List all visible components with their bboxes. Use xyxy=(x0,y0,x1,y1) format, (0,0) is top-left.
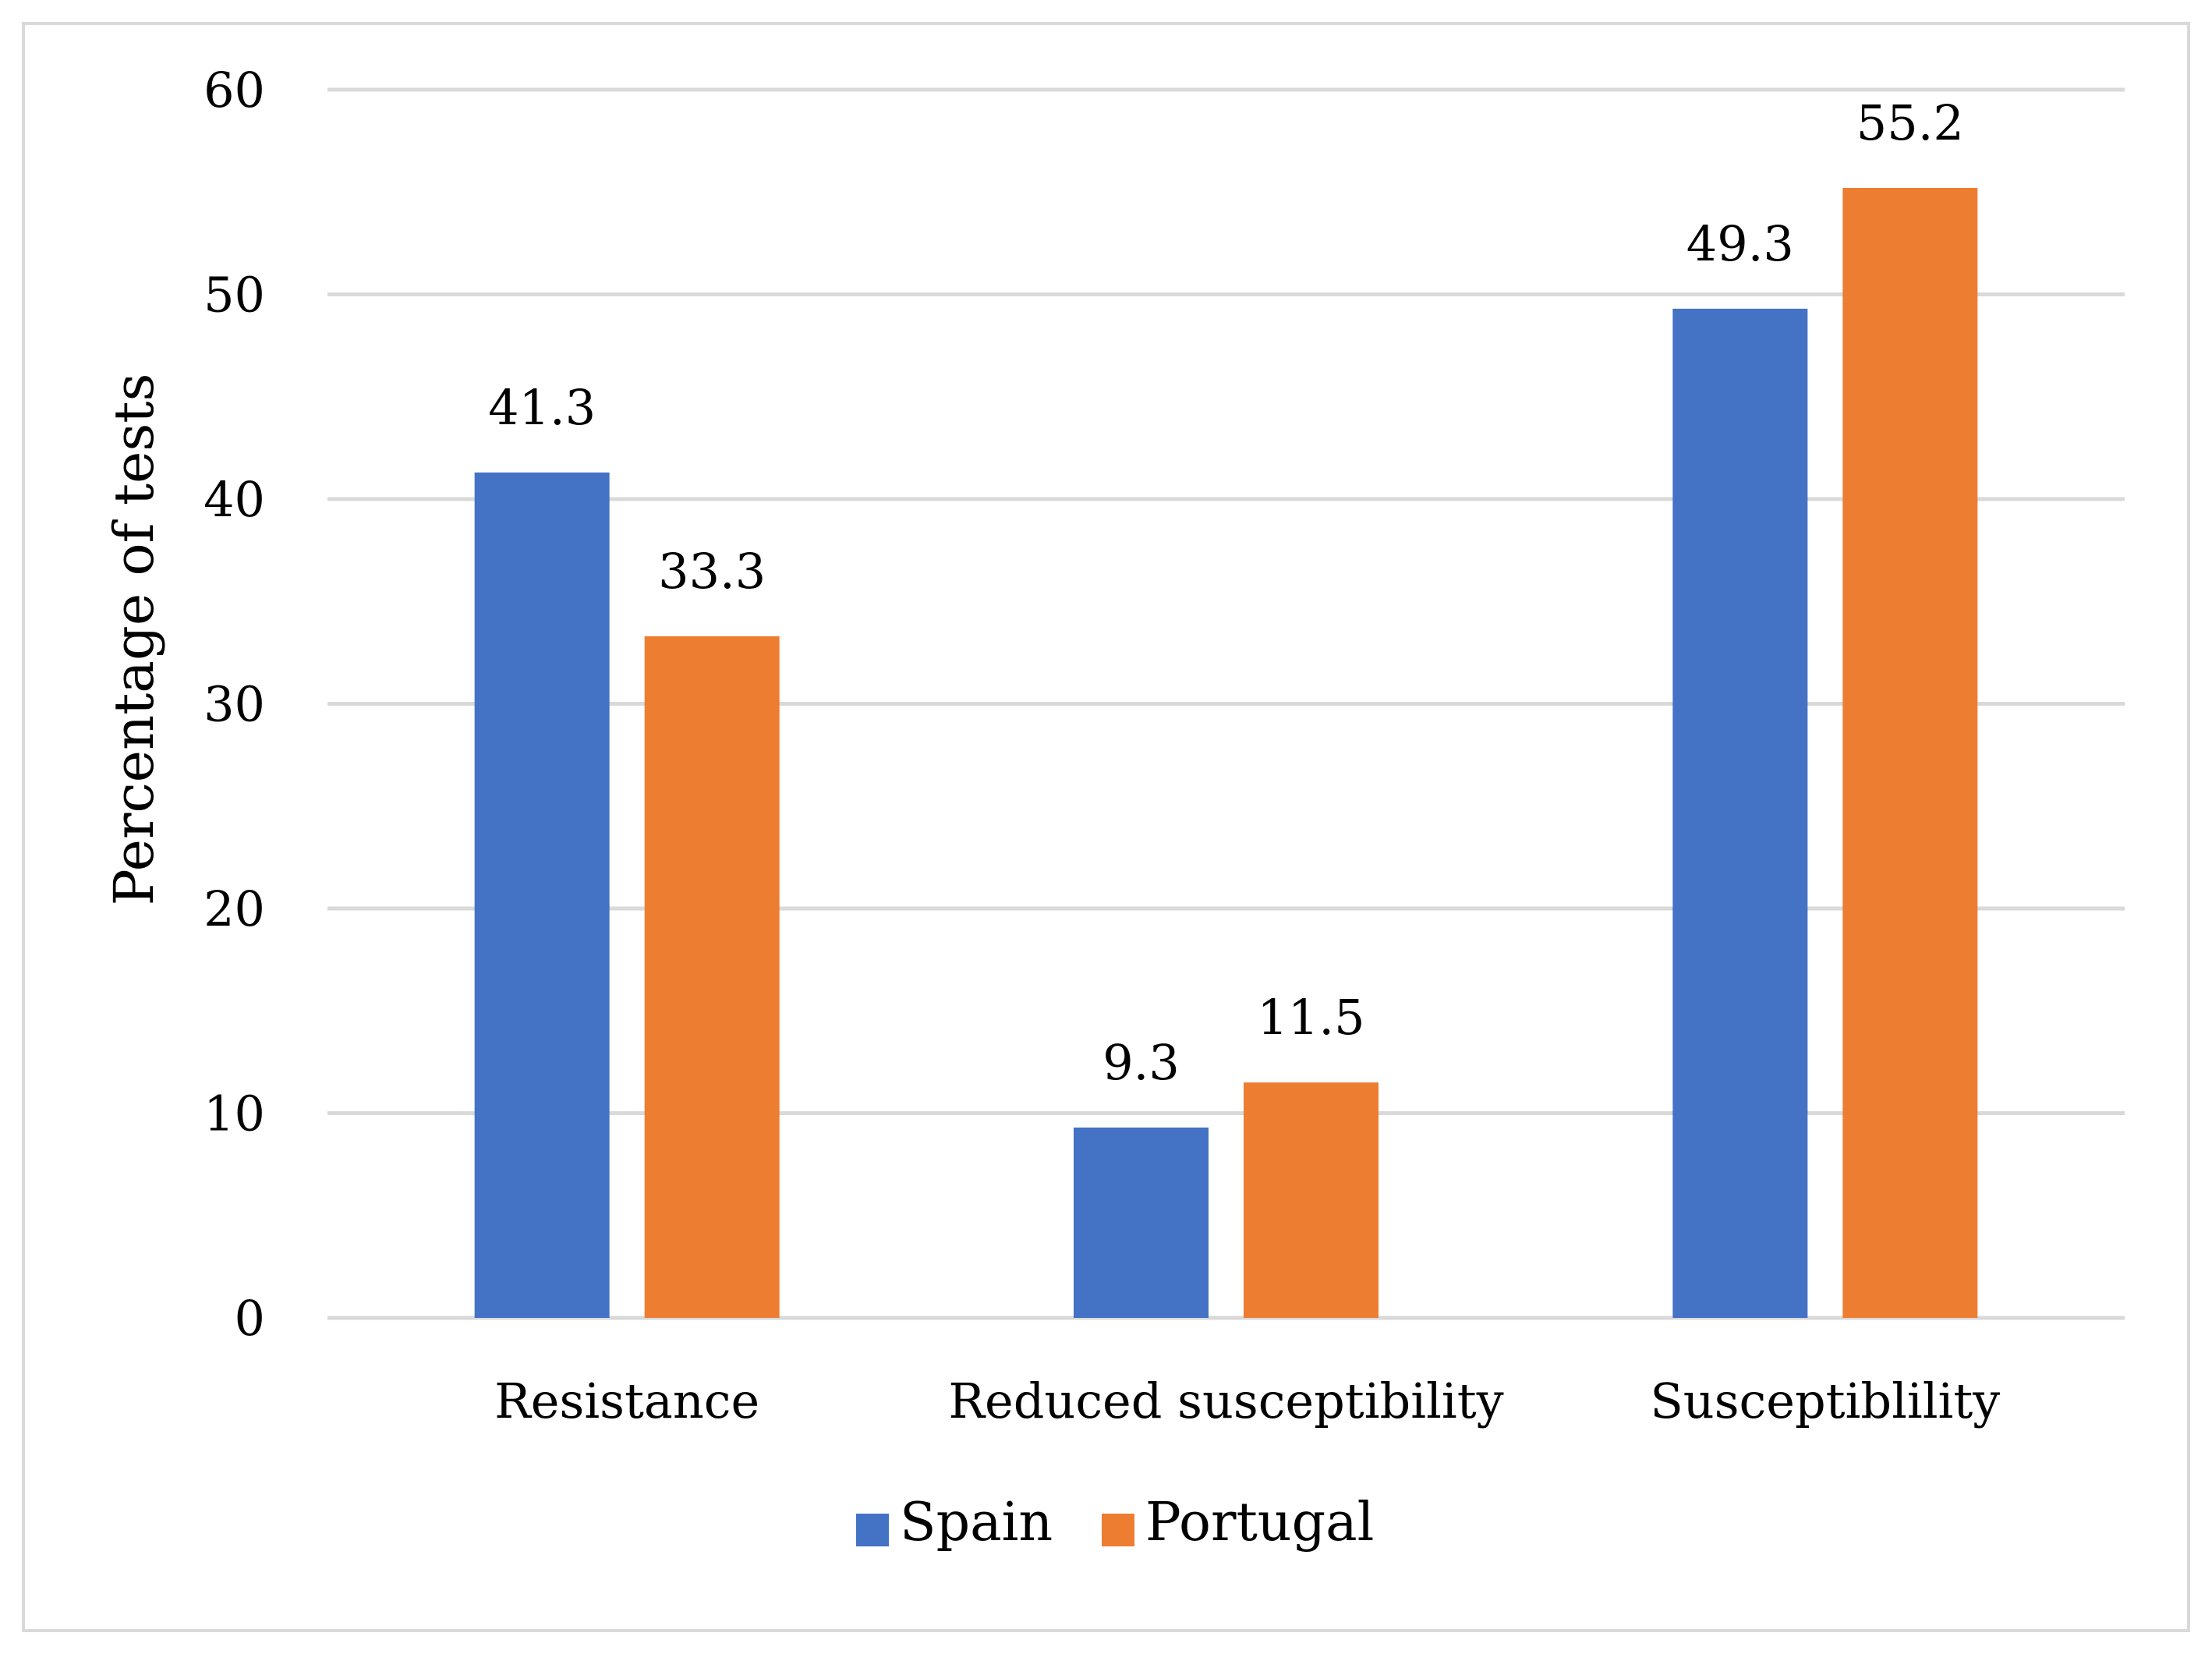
y-axis-ticks: 0 10 20 30 40 50 60 xyxy=(204,62,265,1347)
y-tick-label: 0 xyxy=(235,1290,265,1347)
data-label-spain-0: 41.3 xyxy=(488,379,596,436)
data-label-spain-1: 9.3 xyxy=(1102,1034,1180,1091)
data-label-portugal-0: 33.3 xyxy=(658,543,766,600)
y-tick-label: 50 xyxy=(204,267,265,324)
legend-swatch-portugal xyxy=(1102,1514,1134,1546)
data-label-spain-2: 49.3 xyxy=(1686,215,1794,272)
chart-frame xyxy=(22,22,2190,1632)
bar-portugal-1 xyxy=(1244,1082,1379,1318)
y-tick-label: 60 xyxy=(204,62,265,119)
x-tick-label: Resistance xyxy=(494,1372,759,1429)
legend-swatch-spain xyxy=(856,1514,889,1546)
bar-spain-2 xyxy=(1672,308,1808,1318)
y-tick-label: 10 xyxy=(204,1086,265,1142)
gridlines xyxy=(327,87,2125,1320)
y-tick-label: 30 xyxy=(204,676,265,733)
legend-label-spain: Spain xyxy=(900,1492,1053,1553)
bar-spain-0 xyxy=(474,472,610,1318)
bar-portugal-2 xyxy=(1842,188,1978,1318)
data-label-portugal-1: 11.5 xyxy=(1257,989,1364,1046)
y-axis-title: Percentage of tests xyxy=(102,374,166,906)
legend: Spain Portugal xyxy=(856,1492,1374,1553)
y-tick-label: 20 xyxy=(204,880,265,937)
x-axis-ticks: Resistance Reduced susceptibility Suscepti… xyxy=(494,1372,2000,1429)
x-tick-label: Reduced susceptibility xyxy=(948,1372,1503,1429)
bar-portugal-0 xyxy=(644,636,780,1318)
data-labels: 41.3 33.3 9.3 11.5 49.3 55.2 xyxy=(488,94,1964,1091)
data-label-portugal-2: 55.2 xyxy=(1856,94,1964,151)
y-tick-label: 40 xyxy=(204,471,265,528)
bar-spain-1 xyxy=(1074,1127,1209,1318)
bars xyxy=(474,188,1978,1318)
x-tick-label: Susceptiblility xyxy=(1650,1372,2000,1429)
legend-label-portugal: Portugal xyxy=(1145,1492,1374,1553)
